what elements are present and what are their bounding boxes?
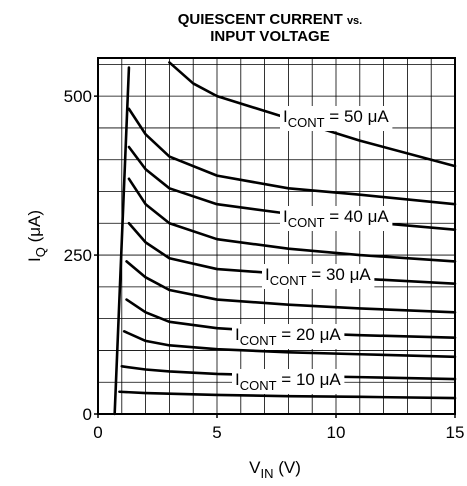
label-rest: = 10 μA [277,370,342,389]
curve-label: ICONT = 10 μA [235,370,341,393]
curve [122,330,457,359]
curve-label: ICONT = 40 μA [283,207,389,230]
title-small: vs. [347,15,362,27]
curve [127,107,457,206]
label-background [262,264,375,289]
chart-title-line2: INPUT VOLTAGE [210,28,329,45]
curve [168,61,457,168]
label-main: I [283,207,288,226]
x-tick-label: 10 [327,423,346,442]
label-main: I [235,325,240,344]
label-rest: = 50 μA [325,107,390,126]
label-main: I [265,265,270,284]
curve-label: ICONT = 50 μA [283,107,389,130]
title-main: QUIESCENT CURRENT [178,11,343,28]
curve [120,365,457,381]
label-sub: CONT [288,115,325,130]
label-rest: (V) [273,458,300,477]
label-background [280,106,393,131]
curve-label: ICONT = 30 μA [265,265,371,288]
label-sub: CONT [270,273,307,288]
curve [125,260,457,314]
label-background [232,324,345,349]
x-tick-label: 15 [446,423,465,442]
y-tick-label: 250 [64,246,92,265]
x-tick-label: 5 [212,423,221,442]
label-rest: (μA) [25,210,44,247]
label-rest: = 40 μA [325,207,390,226]
y-tick-label: 0 [83,405,92,424]
label-sub: IN [260,466,273,481]
label-sub: CONT [240,378,277,393]
label-rest: = 30 μA [307,265,372,284]
curve [118,390,457,400]
label-sub: Q [33,247,48,257]
label-background [232,369,345,394]
label-rest: = 20 μA [277,325,342,344]
label-sub: CONT [240,333,277,348]
curve [125,298,457,340]
label-background [280,206,393,231]
y-axis-label: IQ (μA) [25,210,48,262]
label-main: V [249,458,261,477]
label-main: I [25,257,44,262]
curve-label: ICONT = 20 μA [235,325,341,348]
x-tick-label: 0 [93,423,102,442]
x-axis-label: VIN (V) [249,458,301,481]
label-main: I [235,370,240,389]
chart-title: QUIESCENT CURRENT vs. [178,11,362,28]
curve [113,66,131,416]
y-tick-label: 500 [64,87,92,106]
plot-frame [97,57,456,415]
curve [127,177,457,263]
label-main: I [283,107,288,126]
label-sub: CONT [288,215,325,230]
